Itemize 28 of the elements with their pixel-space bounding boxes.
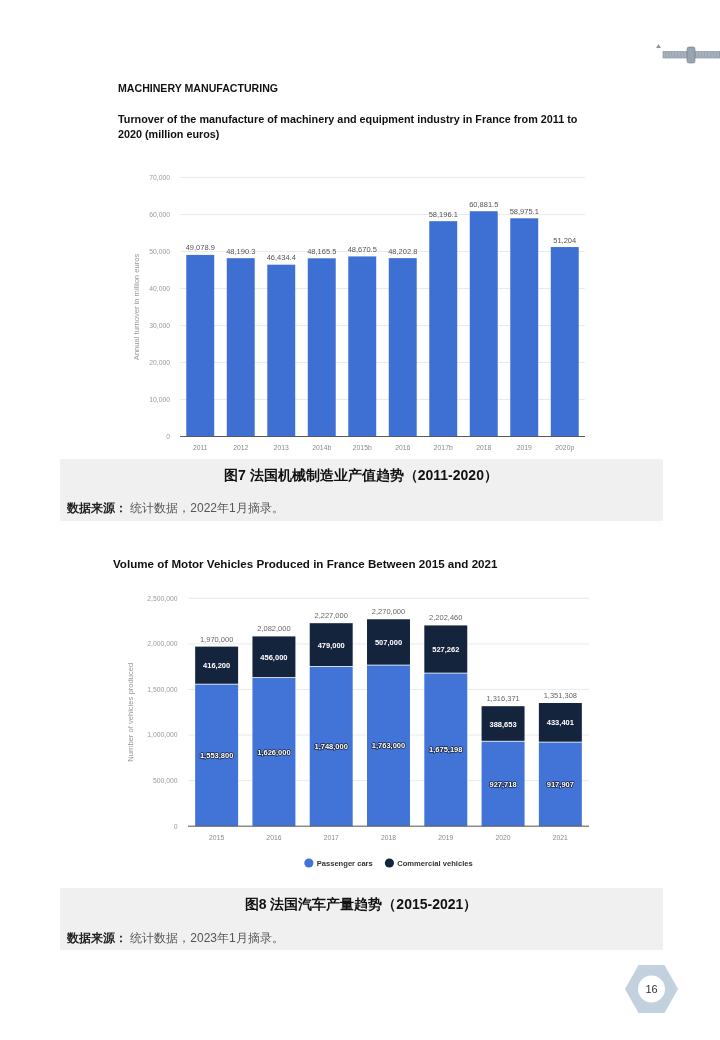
bar — [429, 221, 458, 437]
bar — [424, 625, 468, 673]
bar — [226, 258, 255, 437]
chart-title: Volume of Motor Vehicles Produced in France Between 2015 and 2021 — [113, 557, 498, 570]
bar — [388, 258, 417, 437]
caption: 图8 法国汽车产量趋势（2015-2021） — [244, 896, 478, 912]
bar — [510, 218, 539, 437]
bar — [307, 258, 336, 437]
text: 数据来源： 统计数据，2023年1月摘录。 — [66, 930, 284, 945]
bar — [348, 256, 377, 437]
bar — [481, 741, 525, 827]
bar — [252, 677, 296, 827]
text: MACHINERY MANUFACTURING — [118, 82, 279, 94]
bar — [367, 619, 410, 665]
bar — [424, 673, 468, 827]
bar — [186, 254, 215, 437]
text: 16 — [645, 983, 658, 995]
bar — [309, 623, 353, 667]
caption: 图7 法国机械制造业产值趋势（2011-2020） — [224, 467, 498, 483]
bar — [309, 666, 353, 827]
bar — [367, 665, 410, 827]
bar — [538, 742, 582, 827]
chart-title: Turnover of the manufacture of machinery and equipment industry in France from 2011 to 2020 (million euros) — [118, 113, 578, 140]
bar — [469, 211, 498, 437]
bar — [267, 264, 296, 437]
bar — [550, 247, 579, 437]
text: 数据来源： 统计数据，2022年1月摘录。 — [66, 500, 284, 515]
bar — [195, 684, 239, 827]
